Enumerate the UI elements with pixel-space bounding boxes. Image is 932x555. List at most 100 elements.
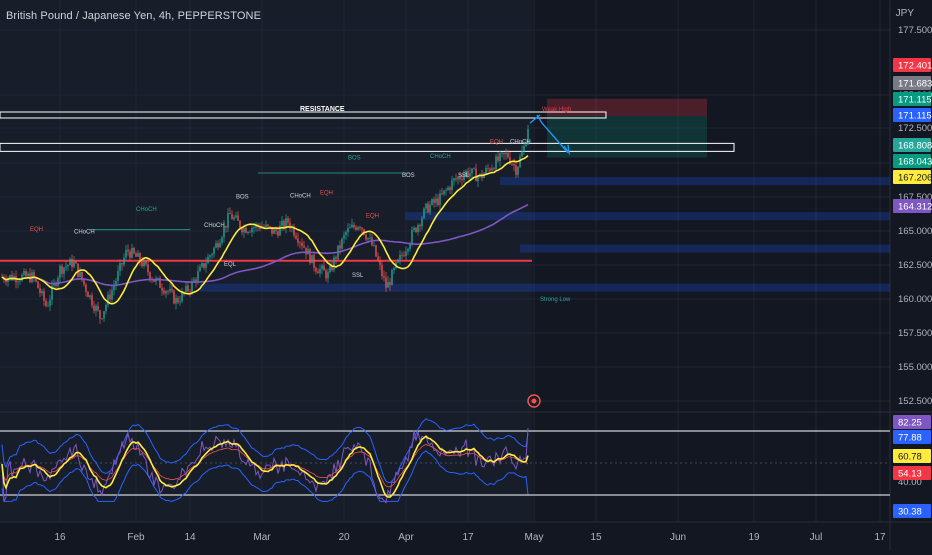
candle-body <box>37 281 39 289</box>
strong-low-label: Strong Low <box>540 297 571 303</box>
candle-body <box>207 256 209 264</box>
rsi-badge <box>893 415 931 429</box>
candle-body <box>119 263 121 272</box>
ssl-label-apr: SSL <box>458 173 470 179</box>
candle-body <box>449 187 451 191</box>
candle-body <box>389 281 391 286</box>
candle-body <box>135 253 137 257</box>
candle-body <box>411 230 413 244</box>
price-badge <box>893 154 931 168</box>
arrow-lead <box>529 114 541 124</box>
candle-body <box>229 213 231 215</box>
candle-body <box>103 311 105 319</box>
price-tick-label: 172.500 <box>898 123 932 134</box>
price-badge-label: 171.115 <box>898 95 932 106</box>
candle-body <box>317 271 319 274</box>
candle-body <box>193 279 195 281</box>
candle-body <box>69 258 71 266</box>
rsi-badge-label: 30.38 <box>898 507 922 518</box>
candle-body <box>109 294 111 300</box>
candle-body <box>17 281 19 283</box>
candle-body <box>287 218 289 223</box>
candle-body <box>319 268 321 274</box>
alert-marker-dot <box>531 398 537 404</box>
candle-body <box>221 237 223 243</box>
take-profit-zone <box>547 116 707 158</box>
candle-body <box>367 237 369 240</box>
candle-body <box>227 213 229 228</box>
moving-average-yellow <box>1 155 529 305</box>
candle-body <box>355 227 357 230</box>
candle-body <box>289 222 291 229</box>
candle-body <box>45 300 47 306</box>
demand-zone <box>405 212 890 221</box>
demand-zones <box>200 177 890 292</box>
candle-body <box>97 305 99 311</box>
candle-body <box>427 203 429 213</box>
candle-body <box>81 271 83 281</box>
candles <box>1 124 529 324</box>
candle-body <box>187 285 189 292</box>
candle-body <box>447 187 449 190</box>
candle-body <box>297 238 299 243</box>
candle-body <box>417 225 419 232</box>
ssl-label: SSL <box>352 273 364 279</box>
candle-body <box>197 271 199 282</box>
candle-body <box>67 265 69 267</box>
candle-body <box>413 227 415 231</box>
time-tick-label: May <box>525 532 544 543</box>
candle-body <box>339 245 341 249</box>
arrow-path <box>536 114 569 154</box>
candle-body <box>477 176 479 182</box>
time-tick-label: 16 <box>54 532 66 543</box>
price-badge-label: 168.043 <box>898 157 932 168</box>
candle-body <box>475 168 477 182</box>
candle-body <box>49 299 51 306</box>
candle-body <box>313 254 315 268</box>
candle-body <box>83 280 85 285</box>
candle-body <box>233 217 235 220</box>
candle-body <box>431 199 433 205</box>
price-badge-label: 167.206 <box>898 173 932 184</box>
candle-body <box>177 298 179 303</box>
candle-body <box>441 193 443 195</box>
candle-body <box>111 290 113 300</box>
candle-body <box>521 151 523 157</box>
candle-body <box>361 227 363 230</box>
bos-label: BOS <box>348 156 361 162</box>
candle-body <box>93 305 95 311</box>
candle-body <box>211 254 213 256</box>
time-tick-label: Apr <box>398 532 414 543</box>
candle-body <box>145 260 147 265</box>
candle-body <box>387 281 389 288</box>
candle-body <box>283 220 285 229</box>
rsi-badge-label: 60.78 <box>898 452 922 463</box>
candle-body <box>409 243 411 249</box>
candle-body <box>9 274 11 278</box>
candle-body <box>469 173 471 177</box>
price-badge <box>893 199 931 213</box>
rsi-lower-band <box>1 450 529 502</box>
candle-body <box>467 170 469 177</box>
candle-body <box>199 266 201 272</box>
candle-body <box>21 274 23 281</box>
demand-zone <box>500 177 890 186</box>
candle-body <box>443 190 445 194</box>
price-badge <box>893 58 931 72</box>
candle-body <box>237 215 239 221</box>
candle-body <box>123 257 125 265</box>
rsi-badge-label: 82.25 <box>898 418 922 429</box>
arrow-head <box>563 144 571 156</box>
candle-body <box>299 242 301 244</box>
candle-body <box>385 277 387 288</box>
candle-body <box>225 225 227 228</box>
price-badge-label: 172.401 <box>898 61 932 72</box>
choch-label-small: CHoCH <box>290 193 311 199</box>
candle-body <box>429 204 431 213</box>
candle-body <box>223 225 225 238</box>
rsi-upper-band <box>1 418 529 484</box>
candle-body <box>379 260 381 265</box>
candle-body <box>399 254 401 260</box>
